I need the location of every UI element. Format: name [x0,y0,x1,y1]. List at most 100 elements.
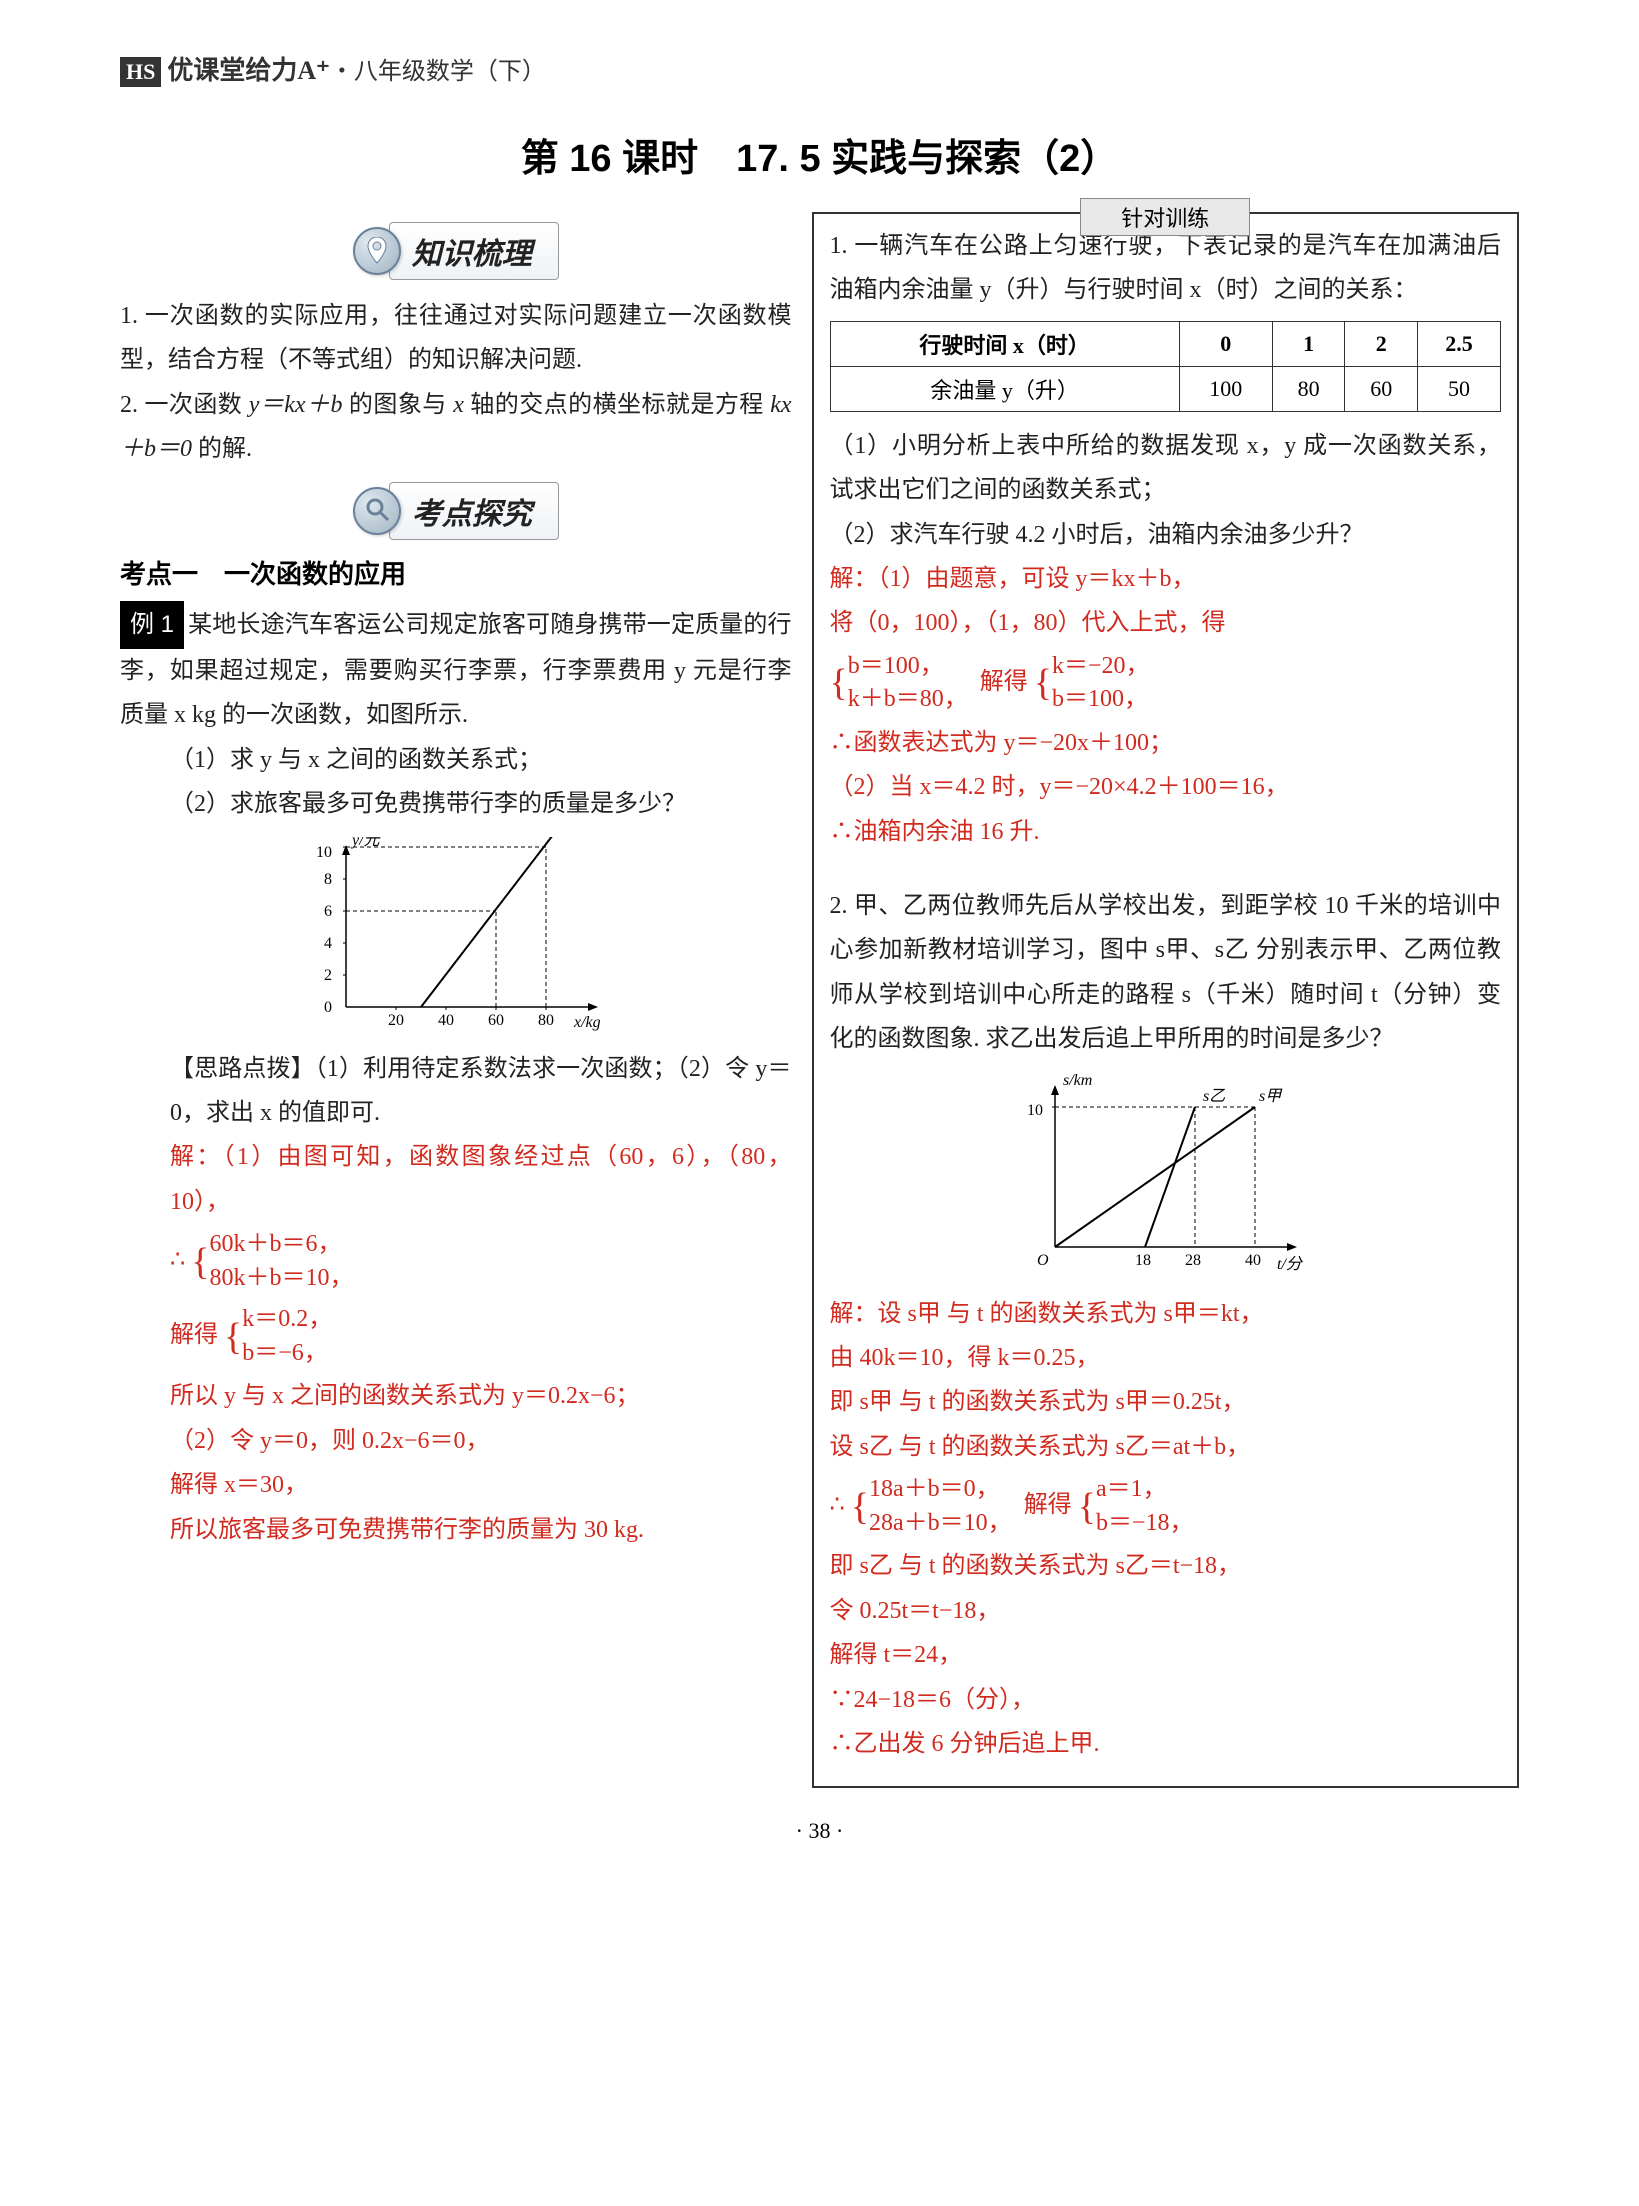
magnifier-icon [353,487,401,535]
k2d: 的解. [192,436,252,462]
sysB1: k＝−20， [1052,650,1150,684]
svg-text:O: O [1037,1252,1049,1269]
p2-sysC: ∴ {18a＋b＝0，28a＋b＝10， 解得 {a＝1，b＝−18， [830,1469,1502,1544]
sol-sys1: ∴ {60k＋b＝6，80k＋b＝10， [120,1224,792,1299]
q2: （2）求旅客最多可免费携带行李的质量是多少？ [120,782,792,826]
svg-text:80: 80 [538,1012,554,1029]
p1s4: （2）当 x＝4.2 时，y＝−20×4.2＋100＝16， [830,765,1502,809]
p2s5: 即 s乙 与 t 的函数关系式为 s乙＝t−18， [830,1544,1502,1588]
svg-text:18: 18 [1135,1252,1151,1269]
p2s4: 设 s乙 与 t 的函数关系式为 s乙＝at＋b， [830,1425,1502,1469]
svg-text:28: 28 [1185,1252,1201,1269]
solve-word: 解得 [170,1322,218,1348]
svg-text:40: 40 [438,1012,454,1029]
p1s5: ∴油箱内余油 16 升. [830,810,1502,854]
sysB2: b＝100， [1052,683,1150,717]
chart-2: 10 O 18 28 40 t/分 s/km s乙 s甲 [830,1072,1502,1282]
kaodian-heading: 考点一 一次函数的应用 [120,554,792,591]
p1-sysA: {b＝100，k＋b＝80， 解得 {k＝−20，b＝100， [830,646,1502,721]
svg-text:0: 0 [324,999,332,1016]
td: 100 [1179,366,1272,411]
sol1: 解：（1）由图可知，函数图象经过点（60，6），（80，10）， [120,1135,792,1224]
td: 余油量 y（升） [830,366,1179,411]
page-number: · 38 · [120,1818,1519,1844]
knowledge-1: 1. 一次函数的实际应用，往往通过对实际问题建立一次函数模型，结合方程（不等式组… [120,294,792,383]
svg-text:20: 20 [388,1012,404,1029]
table-row: 余油量 y（升） 100 80 60 50 [830,366,1501,411]
sol3: （2）令 y＝0，则 0.2x−6＝0， [120,1419,792,1463]
th: 1 [1272,321,1345,366]
p2-text: 2. 甲、乙两位教师先后从学校出发，到距学校 10 千米的培训中心参加新教材培训… [830,884,1502,1062]
p2s8: ∵24−18＝6（分）， [830,1678,1502,1722]
p2s1: 解：设 s甲 与 t 的函数关系式为 s甲＝kt， [830,1292,1502,1336]
sys2a: k＝0.2， [242,1303,332,1337]
two-column-layout: 知识梳理 1. 一次函数的实际应用，往往通过对实际问题建立一次函数模型，结合方程… [120,212,1519,1788]
chart-1: 0 2 4 6 8 10 20 40 60 80 x/kg y [120,837,792,1037]
knowledge-label: 知识梳理 [389,222,559,280]
explore-banner: 考点探究 [120,482,792,540]
svg-text:10: 10 [1027,1102,1043,1119]
lesson-title: 第 16 课时 17. 5 实践与探索（2） [120,127,1519,182]
p2s3: 即 s甲 与 t 的函数关系式为 s甲＝0.25t， [830,1380,1502,1424]
p2s9: ∴乙出发 6 分钟后追上甲. [830,1722,1502,1766]
page: HS 优课堂给力A⁺ ・八年级数学（下） 第 16 课时 17. 5 实践与探索… [0,0,1639,1904]
svg-text:x/kg: x/kg [573,1014,601,1031]
svg-text:t/分: t/分 [1277,1255,1304,1273]
p1s3: ∴函数表达式为 y＝−20x＋100； [830,721,1502,765]
th: 2 [1345,321,1418,366]
svg-text:8: 8 [324,871,332,888]
td: 80 [1272,366,1345,411]
left-column: 知识梳理 1. 一次函数的实际应用，往往通过对实际问题建立一次函数模型，结合方程… [120,212,792,1788]
sol-sys2: 解得 {k＝0.2，b＝−6， [120,1299,792,1374]
sysC2: 28a＋b＝10， [869,1507,1012,1541]
pin-icon [353,227,401,275]
sysA2: k＋b＝80， [848,683,968,717]
sol4: 解得 x＝30， [120,1463,792,1507]
svg-text:60: 60 [488,1012,504,1029]
svg-text:10: 10 [316,844,332,861]
th: 0 [1179,321,1272,366]
svg-text:s甲: s甲 [1259,1088,1283,1105]
p2s7: 解得 t＝24， [830,1633,1502,1677]
knowledge-banner: 知识梳理 [120,222,792,280]
chart-2-svg: 10 O 18 28 40 t/分 s/km s乙 s甲 [1005,1072,1325,1282]
solve-word-2: 解得 [980,669,1028,695]
right-column: 针对训练 1. 一辆汽车在公路上匀速行驶，下表记录的是汽车在加满油后油箱内余油量… [812,212,1520,1788]
th: 行驶时间 x（时） [830,321,1179,366]
th: 2.5 [1418,321,1501,366]
p1s2: 将（0，100），（1，80）代入上式，得 [830,601,1502,645]
k2b: 的图象与 [342,392,453,418]
sysC1: 18a＋b＝0， [869,1473,1012,1507]
p1q2: （2）求汽车行驶 4.2 小时后，油箱内余油多少升？ [830,513,1502,557]
svg-text:s乙: s乙 [1203,1088,1225,1105]
p2s2: 由 40k＝10，得 k＝0.25， [830,1336,1502,1380]
svg-text:s/km: s/km [1063,1072,1092,1089]
solve-word-3: 解得 [1024,1492,1072,1518]
sol2: 所以 y 与 x 之间的函数关系式为 y＝0.2x−6； [120,1374,792,1418]
k2a: 2. 一次函数 [120,392,249,418]
knowledge-2: 2. 一次函数 y＝kx＋b 的图象与 x 轴的交点的横坐标就是方程 kx＋b＝… [120,383,792,472]
sysD1: a＝1， [1096,1473,1194,1507]
grade-text: ・八年级数学（下） [330,51,546,86]
svg-text:6: 6 [324,903,332,920]
hint: 【思路点拨】（1）利用待定系数法求一次函数；（2）令 y＝0，求出 x 的值即可… [120,1047,792,1136]
spacer [830,854,1502,884]
p1-text: 1. 一辆汽车在公路上匀速行驶，下表记录的是汽车在加满油后油箱内余油量 y（升）… [830,224,1502,313]
chart-1-svg: 0 2 4 6 8 10 20 40 60 80 x/kg y [296,837,616,1037]
svg-text:4: 4 [324,935,332,952]
explore-label: 考点探究 [389,482,559,540]
practice-tab: 针对训练 [1080,198,1250,236]
sysA1: b＝100， [848,650,968,684]
sys1a: 60k＋b＝6， [210,1228,354,1262]
table-row: 行驶时间 x（时） 0 1 2 2.5 [830,321,1501,366]
sol5: 所以旅客最多可免费携带行李的质量为 30 kg. [120,1508,792,1552]
hs-badge: HS [120,57,161,87]
sysD2: b＝−18， [1096,1507,1194,1541]
fuel-table: 行驶时间 x（时） 0 1 2 2.5 余油量 y（升） 100 80 60 5… [830,321,1502,412]
td: 60 [1345,366,1418,411]
p2s6: 令 0.25t＝t−18， [830,1589,1502,1633]
example-badge: 例 1 [120,601,184,649]
p1q1: （1）小明分析上表中所给的数据发现 x，y 成一次函数关系，试求出它们之间的函数… [830,424,1502,513]
k2c: 轴的交点的横坐标就是方程 [464,392,770,418]
example-1: 例 1某地长途汽车客运公司规定旅客可随身携带一定质量的行李，如果超过规定，需要购… [120,601,792,738]
